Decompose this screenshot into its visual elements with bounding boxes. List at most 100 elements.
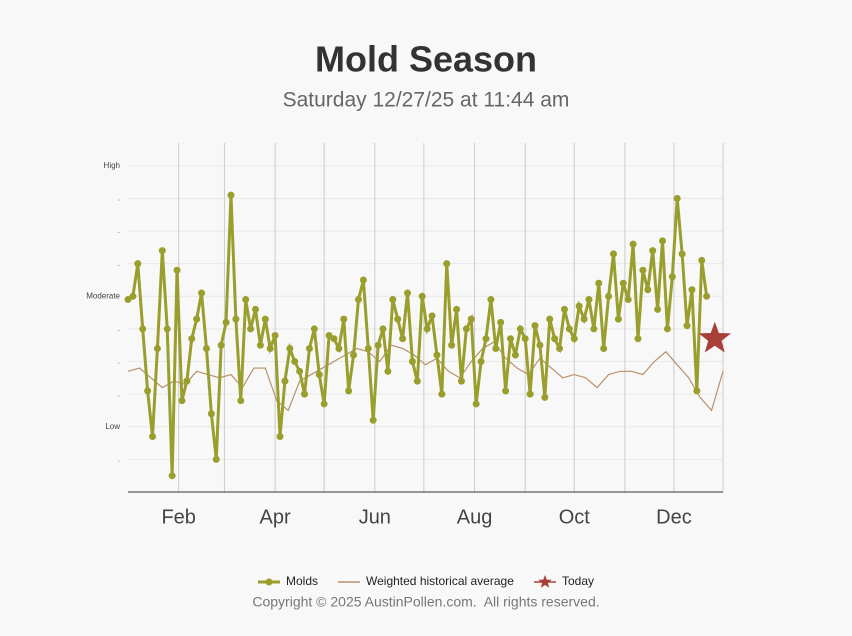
series-line xyxy=(127,341,724,412)
chart-title: Mold Season xyxy=(315,39,537,80)
data-point xyxy=(207,410,215,418)
data-point xyxy=(536,341,544,349)
data-point xyxy=(364,344,372,352)
data-point xyxy=(453,305,461,313)
data-point xyxy=(408,358,416,366)
data-point xyxy=(281,377,289,385)
data-point xyxy=(276,433,284,441)
data-point xyxy=(389,296,397,304)
data-point xyxy=(232,315,240,323)
x-tick-label: Apr xyxy=(260,506,291,528)
data-point xyxy=(242,296,250,304)
data-point xyxy=(482,335,490,343)
data-point xyxy=(639,266,647,274)
data-point xyxy=(560,305,568,313)
x-tick-label: Aug xyxy=(457,506,493,528)
data-point xyxy=(144,387,152,395)
data-point xyxy=(443,260,451,268)
y-tick-label: . xyxy=(118,389,120,398)
y-tick-label: . xyxy=(118,454,120,463)
data-point xyxy=(193,315,201,323)
data-point xyxy=(168,472,176,480)
data-point xyxy=(301,390,309,398)
data-point xyxy=(614,315,622,323)
data-point xyxy=(448,341,456,349)
data-point xyxy=(369,416,377,424)
data-point xyxy=(359,276,367,284)
y-tick-label: High xyxy=(104,161,120,170)
data-point xyxy=(379,325,387,333)
data-point xyxy=(212,455,220,463)
data-point xyxy=(296,367,304,375)
data-point xyxy=(399,335,407,343)
y-tick-label: . xyxy=(118,324,120,333)
data-point xyxy=(511,351,519,359)
data-point xyxy=(462,325,470,333)
data-point xyxy=(649,247,657,255)
data-point xyxy=(158,247,166,255)
data-point xyxy=(668,273,676,281)
data-point xyxy=(703,292,711,300)
data-point xyxy=(673,194,681,202)
data-point xyxy=(178,397,186,405)
today-marker xyxy=(698,321,731,353)
data-point xyxy=(413,377,421,385)
data-point xyxy=(516,325,524,333)
data-point xyxy=(202,344,210,352)
y-tick-label: . xyxy=(118,226,120,235)
data-point xyxy=(659,237,667,245)
data-point xyxy=(153,344,161,352)
data-point xyxy=(173,266,181,274)
y-tick-label: Low xyxy=(105,422,120,431)
data-point xyxy=(521,335,529,343)
data-point xyxy=(418,292,426,300)
data-point xyxy=(467,315,475,323)
data-point xyxy=(590,325,598,333)
data-point xyxy=(644,286,652,294)
y-tick-label: . xyxy=(118,194,120,203)
data-point xyxy=(629,240,637,248)
data-point xyxy=(624,296,632,304)
data-point xyxy=(335,344,343,352)
data-point xyxy=(654,305,662,313)
legend-label: Weighted historical average xyxy=(366,574,514,588)
x-tick-label: Dec xyxy=(656,506,692,528)
data-point xyxy=(531,322,539,330)
data-point xyxy=(256,341,264,349)
y-tick-label: Moderate xyxy=(86,291,120,300)
data-point xyxy=(198,289,206,297)
data-point xyxy=(693,387,701,395)
chart-subtitle: Saturday 12/27/25 at 11:44 am xyxy=(283,89,570,112)
data-point xyxy=(374,341,382,349)
data-point xyxy=(609,250,617,258)
data-point xyxy=(423,325,431,333)
data-point xyxy=(595,279,603,287)
data-point xyxy=(428,312,436,320)
data-point xyxy=(134,260,142,268)
data-point xyxy=(438,390,446,398)
data-point xyxy=(565,325,573,333)
data-point xyxy=(526,390,534,398)
legend-label: Today xyxy=(562,574,594,588)
data-point xyxy=(556,344,564,352)
data-point xyxy=(619,279,627,287)
data-point xyxy=(183,377,191,385)
data-point xyxy=(252,305,259,313)
data-point xyxy=(472,400,480,408)
data-point xyxy=(354,296,362,304)
data-point xyxy=(222,318,230,326)
data-point xyxy=(433,351,441,359)
x-tick-label: Feb xyxy=(161,506,195,528)
data-point xyxy=(320,400,328,408)
data-point xyxy=(163,325,171,333)
data-point xyxy=(237,397,245,405)
data-point xyxy=(497,318,505,326)
data-point xyxy=(217,341,225,349)
data-point xyxy=(139,325,147,333)
y-tick-label: . xyxy=(118,357,120,366)
data-point xyxy=(271,331,279,339)
data-point xyxy=(585,296,593,304)
data-point xyxy=(678,250,686,258)
data-point xyxy=(570,335,578,343)
